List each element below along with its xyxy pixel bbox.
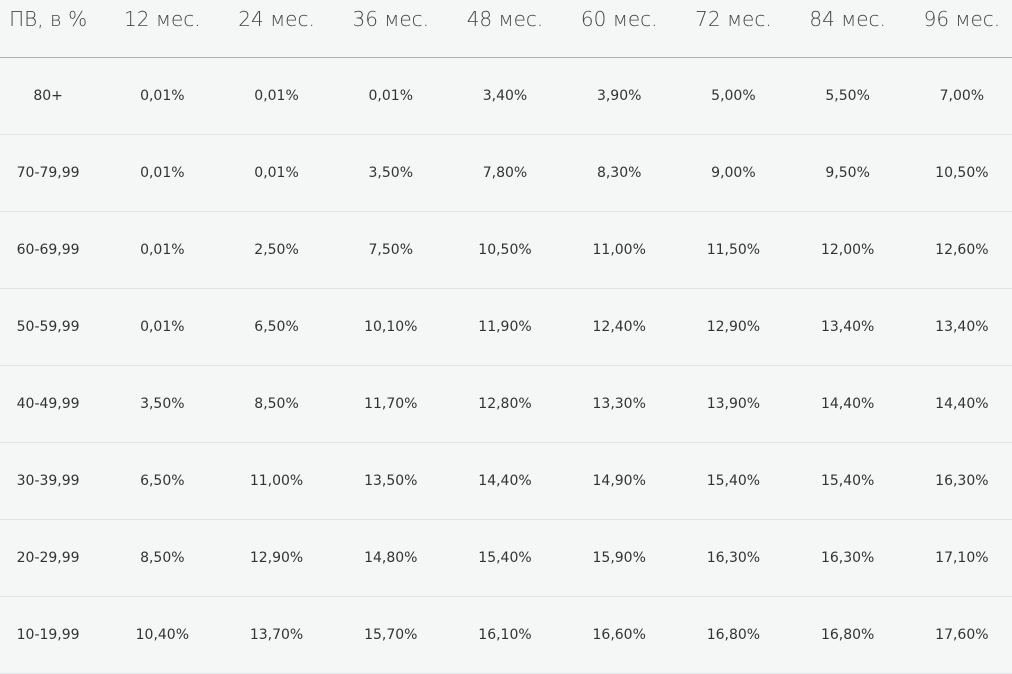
row-label: 50-59,99: [0, 288, 106, 366]
rate-cell: 16,30%: [790, 519, 905, 597]
rate-cell: 7,50%: [333, 211, 448, 289]
header-down-payment: ПВ, в %: [0, 0, 106, 58]
rate-cell: 12,60%: [904, 211, 1012, 289]
header-term: 24 мес.: [219, 0, 334, 58]
row-label: 20-29,99: [0, 519, 106, 597]
rate-cell: 3,40%: [447, 57, 563, 135]
header-term: 12 мес.: [105, 0, 220, 58]
table-row: 30-39,99 6,50% 11,00% 13,50% 14,40% 14,90% 15,…: [0, 442, 1012, 520]
rate-cell: 8,50%: [105, 519, 220, 597]
rate-cell: 3,50%: [333, 134, 448, 212]
header-term: 96 мес.: [904, 0, 1012, 58]
rate-cell: 14,40%: [904, 365, 1012, 443]
rate-cell: 15,40%: [790, 442, 905, 520]
row-label: 30-39,99: [0, 442, 106, 520]
table-row: 60-69,99 0,01% 2,50% 7,50% 10,50% 11,00% 11,50…: [0, 211, 1012, 289]
rate-cell: 13,50%: [333, 442, 448, 520]
rate-cell: 0,01%: [105, 288, 220, 366]
header-row: ПВ, в % 12 мес. 24 мес. 36 мес. 48 мес. 60 ме…: [0, 0, 1012, 58]
rate-cell: 0,01%: [105, 134, 220, 212]
header-term: 72 мес.: [676, 0, 791, 58]
rate-cell: 3,50%: [105, 365, 220, 443]
rate-cell: 17,10%: [904, 519, 1012, 597]
rate-cell: 15,70%: [333, 596, 448, 674]
rate-cell: 12,40%: [562, 288, 677, 366]
rate-cell: 8,50%: [219, 365, 334, 443]
rate-cell: 6,50%: [105, 442, 220, 520]
rate-cell: 10,40%: [105, 596, 220, 674]
rate-cell: 0,01%: [105, 57, 220, 135]
row-label: 60-69,99: [0, 211, 106, 289]
rate-cell: 8,30%: [562, 134, 677, 212]
rate-cell: 12,90%: [219, 519, 334, 597]
table-row: 20-29,99 8,50% 12,90% 14,80% 15,40% 15,90% 16,…: [0, 519, 1012, 597]
table-row: 40-49,99 3,50% 8,50% 11,70% 12,80% 13,30% 13,9…: [0, 365, 1012, 443]
rate-cell: 0,01%: [333, 57, 448, 135]
header-term: 60 мес.: [562, 0, 677, 58]
rate-cell: 2,50%: [219, 211, 334, 289]
rate-cell: 9,00%: [676, 134, 791, 212]
rate-cell: 11,70%: [333, 365, 448, 443]
rate-cell: 13,40%: [790, 288, 905, 366]
rate-cell: 13,70%: [219, 596, 334, 674]
header-term: 84 мес.: [790, 0, 905, 58]
rate-cell: 16,80%: [676, 596, 791, 674]
rate-cell: 11,90%: [447, 288, 563, 366]
table-row: 80+ 0,01% 0,01% 0,01% 3,40% 3,90% 5,00% 5,50% 7,…: [0, 57, 1012, 135]
row-label: 10-19,99: [0, 596, 106, 674]
rate-cell: 16,30%: [904, 442, 1012, 520]
rate-cell: 11,50%: [676, 211, 791, 289]
row-label: 40-49,99: [0, 365, 106, 443]
rate-cell: 3,90%: [562, 57, 677, 135]
rate-cell: 13,90%: [676, 365, 791, 443]
rate-cell: 0,01%: [219, 134, 334, 212]
rate-cell: 11,00%: [219, 442, 334, 520]
rate-cell: 16,30%: [676, 519, 791, 597]
rate-cell: 5,00%: [676, 57, 791, 135]
rate-cell: 7,00%: [904, 57, 1012, 135]
header-term: 48 мес.: [447, 0, 563, 58]
rate-cell: 10,10%: [333, 288, 448, 366]
rate-cell: 11,00%: [562, 211, 677, 289]
rate-cell: 17,60%: [904, 596, 1012, 674]
rate-cell: 5,50%: [790, 57, 905, 135]
row-label: 80+: [0, 57, 106, 135]
rate-cell: 0,01%: [219, 57, 334, 135]
table-row: 70-79,99 0,01% 0,01% 3,50% 7,80% 8,30% 9,00% 9,…: [0, 134, 1012, 212]
rate-cell: 12,80%: [447, 365, 563, 443]
rate-cell: 16,60%: [562, 596, 677, 674]
rate-cell: 13,40%: [904, 288, 1012, 366]
rate-cell: 10,50%: [447, 211, 563, 289]
rate-cell: 12,00%: [790, 211, 905, 289]
rate-cell: 15,40%: [676, 442, 791, 520]
rate-cell: 7,80%: [447, 134, 563, 212]
table-row: 10-19,99 10,40% 13,70% 15,70% 16,10% 16,60% 16…: [0, 596, 1012, 674]
rate-cell: 15,40%: [447, 519, 563, 597]
rate-cell: 9,50%: [790, 134, 905, 212]
rate-cell: 16,80%: [790, 596, 905, 674]
rate-cell: 0,01%: [105, 211, 220, 289]
rate-cell: 14,40%: [790, 365, 905, 443]
rate-cell: 14,80%: [333, 519, 448, 597]
header-term: 36 мес.: [333, 0, 448, 58]
rate-cell: 14,90%: [562, 442, 677, 520]
rate-cell: 12,90%: [676, 288, 791, 366]
rate-cell: 10,50%: [904, 134, 1012, 212]
rate-cell: 14,40%: [447, 442, 563, 520]
rate-cell: 16,10%: [447, 596, 563, 674]
rate-cell: 6,50%: [219, 288, 334, 366]
rate-cell: 13,30%: [562, 365, 677, 443]
table-row: 50-59,99 0,01% 6,50% 10,10% 11,90% 12,40% 12,9…: [0, 288, 1012, 366]
rate-cell: 15,90%: [562, 519, 677, 597]
row-label: 70-79,99: [0, 134, 106, 212]
